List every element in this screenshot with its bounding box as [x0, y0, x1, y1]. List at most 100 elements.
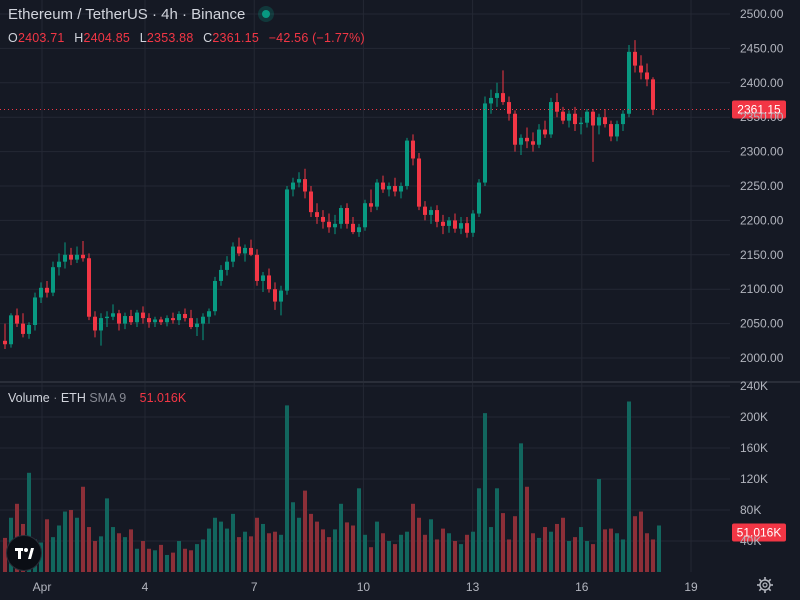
volume-bar [291, 502, 295, 572]
candle-body [3, 340, 7, 345]
candle-body [111, 313, 115, 317]
candle-body [183, 313, 187, 319]
candle-body [495, 93, 499, 98]
volume-bar [81, 486, 85, 572]
volume-bar [489, 527, 493, 572]
volume-bar [183, 548, 187, 572]
chart-title[interactable]: Ethereum / TetherUS · 4h · Binance [8, 6, 270, 23]
candle-body [597, 117, 601, 126]
candle-body [477, 182, 481, 214]
volume-bar [303, 490, 307, 572]
volume-bar [285, 405, 289, 572]
candle-body [423, 206, 427, 215]
candle-body [531, 141, 535, 145]
volume-bar [87, 527, 91, 572]
candle-body [63, 254, 67, 262]
candle-body [141, 312, 145, 319]
candle-body [123, 316, 127, 324]
volume-bar [165, 554, 169, 572]
volume-bar [207, 528, 211, 572]
volume-sma-indicator: SMA 9 [89, 391, 127, 405]
candlesticks [3, 40, 655, 350]
volume-bar [219, 521, 223, 572]
candle-body [327, 221, 331, 228]
close-value: 2361.15 [212, 31, 259, 45]
candle-body [15, 315, 19, 324]
volume-bar [231, 513, 235, 572]
volume-bar [645, 533, 649, 572]
candle-body [483, 103, 487, 183]
candle-body [579, 122, 583, 125]
volume-bar [273, 531, 277, 572]
volume-legend[interactable]: Volume · ETH SMA 9 51.016K [8, 391, 186, 405]
candle-body [627, 51, 631, 114]
volume-bar [597, 479, 601, 572]
volume-bar [543, 527, 547, 572]
time-tick-label: 16 [575, 580, 589, 594]
candle-body [147, 318, 151, 323]
volume-bar [501, 513, 505, 572]
candle-body [513, 113, 517, 145]
candle-body [345, 208, 349, 224]
volume-bar [261, 523, 265, 572]
candle-body [357, 227, 361, 233]
volume-tick-label: 120K [740, 472, 768, 486]
volume-bar [267, 533, 271, 572]
volume-bar [633, 516, 637, 572]
gear-icon[interactable] [756, 576, 774, 594]
volume-bar [609, 528, 613, 572]
candle-body [225, 261, 229, 270]
volume-bar [27, 472, 31, 572]
price-tick-label: 2150.00 [740, 248, 784, 262]
high-value: 2404.85 [83, 31, 131, 45]
candle-body [549, 102, 553, 135]
volume-bar [405, 531, 409, 572]
time-tick-label: 13 [466, 580, 480, 594]
price-tick-label: 2350.00 [740, 110, 784, 124]
candle-body [165, 318, 169, 323]
volume-bar [189, 550, 193, 572]
tradingview-logo-icon[interactable] [6, 535, 42, 571]
volume-bar [321, 529, 325, 572]
candle-body [615, 124, 619, 137]
candle-body [405, 140, 409, 186]
volume-bar [297, 517, 301, 572]
candle-body [411, 140, 415, 159]
volume-tick-label: 160K [740, 441, 768, 455]
candle-body [645, 72, 649, 80]
volume-bar [195, 544, 199, 572]
volume-bar [603, 529, 607, 572]
volume-bar [453, 541, 457, 572]
volume-bar [363, 534, 367, 572]
volume-bar [561, 517, 565, 572]
candle-body [651, 79, 655, 110]
volume-bar [471, 531, 475, 572]
volume-bar [69, 510, 73, 572]
candle-body [315, 212, 319, 217]
candle-body [57, 261, 61, 268]
candle-body [261, 275, 265, 281]
volume-bar [375, 521, 379, 572]
volume-bar [525, 486, 529, 572]
volume-bar [255, 517, 259, 572]
volume-bar [315, 521, 319, 572]
volume-bar [531, 533, 535, 572]
volume-bar [129, 529, 133, 572]
last-price-tag-text: 2361.15 [737, 103, 781, 117]
candle-body [435, 210, 439, 222]
chart-title-text: Ethereum / TetherUS · 4h · Binance [8, 6, 246, 23]
grid-lines [0, 0, 800, 572]
candle-body [369, 203, 373, 207]
volume-bar [513, 516, 517, 572]
volume-bar [447, 533, 451, 572]
volume-bar [339, 503, 343, 572]
live-status-dot-icon [261, 10, 270, 18]
candle-body [27, 324, 31, 334]
volume-tick-label: 40K [740, 534, 761, 548]
volume-bar [237, 537, 241, 572]
volume-tick-label: 200K [740, 410, 768, 424]
low-value: 2353.88 [146, 31, 194, 45]
volume-bar [399, 534, 403, 572]
candle-body [201, 316, 205, 324]
